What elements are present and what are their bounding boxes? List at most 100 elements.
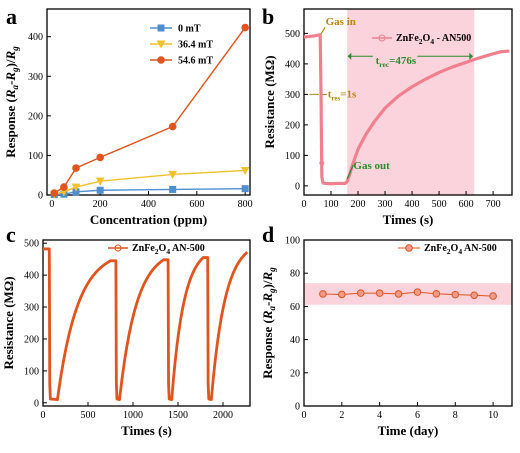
y-axis-title-c: Resistance (MΩ)	[1, 276, 16, 369]
legend-marker-0	[157, 24, 165, 32]
data-point-2	[72, 164, 80, 172]
y-axis-title-a: Response (Ra-Rg)/Rg	[3, 46, 20, 158]
y-tick-label-c: 0	[34, 398, 39, 409]
t-rec-label-bg	[372, 48, 418, 67]
y-tick-label-b: 200	[285, 120, 300, 131]
panel-label-a: a	[6, 4, 17, 29]
series-line	[43, 247, 249, 402]
series-line-0	[54, 187, 246, 196]
x-axis-title-d: Time (day)	[378, 423, 439, 438]
data-point	[470, 291, 478, 300]
y-tick-label-c: 400	[24, 271, 39, 282]
x-tick-label-b: 300	[378, 199, 393, 210]
y-tick-label-a: 200	[28, 111, 43, 122]
y-tick-label-b: 300	[285, 90, 300, 101]
chart-panel-c: 0 500 1000 1500 2000 0 100 200 300 400 500 Times (s…	[1, 239, 251, 438]
x-axis-title-c: Times (s)	[121, 423, 172, 438]
x-tick-label-c: 2000	[213, 410, 233, 421]
x-tick-label-a: 600	[189, 199, 204, 210]
x-tick-label-c: 1000	[123, 410, 143, 421]
data-point	[375, 289, 384, 297]
x-tick-label-b: 600	[459, 199, 474, 210]
stability-band	[304, 283, 512, 305]
y-tick-label-a: 300	[28, 72, 43, 83]
plot-frame-c	[42, 239, 251, 407]
y-tick-label-c: 100	[24, 366, 39, 377]
t-res-label: tres=1s	[328, 88, 357, 102]
data-point-2	[241, 23, 249, 32]
panel-label-c: c	[6, 222, 16, 247]
series-line	[322, 291, 494, 297]
x-tick-label-c: 500	[81, 410, 96, 421]
x-tick-label-d: 0	[302, 410, 307, 421]
x-tick-label-b: 0	[302, 199, 307, 210]
panel-label-d: d	[262, 222, 274, 247]
data-point	[432, 289, 441, 298]
legend-label-2: 54.6 mT	[178, 56, 213, 67]
gas-in-label: Gas in	[326, 16, 356, 28]
x-tick-label-c: 1500	[168, 410, 188, 421]
x-tick-label-d: 2	[339, 410, 344, 421]
x-axis-title-b: Times (s)	[383, 212, 434, 227]
y-axis-title-b: Resistance (MΩ)	[262, 55, 277, 148]
data-point-1	[240, 166, 250, 176]
plot-frame-d	[303, 239, 513, 407]
data-point	[338, 290, 346, 299]
data-point-0	[241, 185, 249, 193]
x-tick-label-b: 100	[324, 199, 339, 210]
legend-label-1: 36.4 mT	[178, 40, 213, 51]
data-point	[356, 289, 365, 297]
x-tick-label-a: 200	[93, 199, 108, 210]
y-tick-label-c: 200	[24, 334, 39, 345]
legend-label: ZnFe2O4 AN-500	[132, 243, 205, 256]
x-tick-label-a: 400	[141, 199, 156, 210]
t-rec-arrowhead-right	[469, 52, 473, 60]
y-axis-title-d: Response (Ra-Rg)/Rg	[260, 267, 277, 379]
data-point	[394, 290, 403, 298]
data-point-1	[71, 183, 81, 192]
legend-marker	[378, 34, 386, 42]
gas-out-arrow	[346, 164, 354, 180]
legend-marker-1	[156, 40, 166, 49]
y-tick-label-d: 100	[285, 236, 300, 247]
y-tick-label-d: 80	[290, 269, 300, 280]
data-point-0	[96, 186, 104, 194]
data-point-0	[169, 185, 177, 193]
data-point	[319, 160, 325, 166]
y-tick-label-b: 100	[285, 151, 300, 162]
x-axis-title-a: Concentration (ppm)	[90, 212, 207, 227]
x-tick-label-d: 6	[415, 410, 420, 421]
data-point-2	[60, 183, 68, 191]
x-tick-label-b: 500	[432, 199, 447, 210]
chart-panel-a: 0 200 400 600 800 0 100 200 300 400 Concentration …	[3, 8, 253, 227]
x-tick-label-d: 8	[453, 410, 458, 421]
series-line-1	[54, 169, 246, 195]
panel-label-b: b	[262, 4, 274, 29]
data-point	[319, 290, 327, 298]
recovery-shade	[347, 9, 475, 195]
y-tick-label-a: 100	[28, 151, 43, 162]
x-tick-label-d: 4	[377, 410, 382, 421]
legend-marker	[405, 244, 413, 252]
data-point-2	[96, 153, 104, 162]
x-tick-label-c: 0	[41, 410, 46, 421]
y-tick-label-d: 40	[290, 335, 300, 346]
t-rec-arrowhead-left	[347, 52, 352, 60]
y-tick-label-b: 400	[285, 59, 300, 70]
y-tick-label-d: 20	[290, 368, 300, 379]
y-tick-label-b: 500	[285, 29, 300, 40]
legend-marker	[114, 244, 122, 252]
x-tick-label-a: 800	[238, 199, 253, 210]
data-point-1	[95, 177, 105, 186]
x-tick-label-a: 0	[49, 199, 54, 210]
y-tick-label-d: 60	[290, 302, 300, 313]
y-tick-label-b: 0	[295, 181, 300, 192]
x-tick-label-b: 400	[405, 199, 420, 210]
data-point	[413, 288, 422, 296]
y-tick-label-c: 500	[24, 239, 39, 250]
x-tick-label-b: 700	[486, 199, 501, 210]
legend-label-0: 0 mT	[178, 24, 201, 35]
chart-panel-b: 0 100 200 300 400 500 600 700 0 100 200 300 400 500 Ti…	[262, 8, 513, 227]
